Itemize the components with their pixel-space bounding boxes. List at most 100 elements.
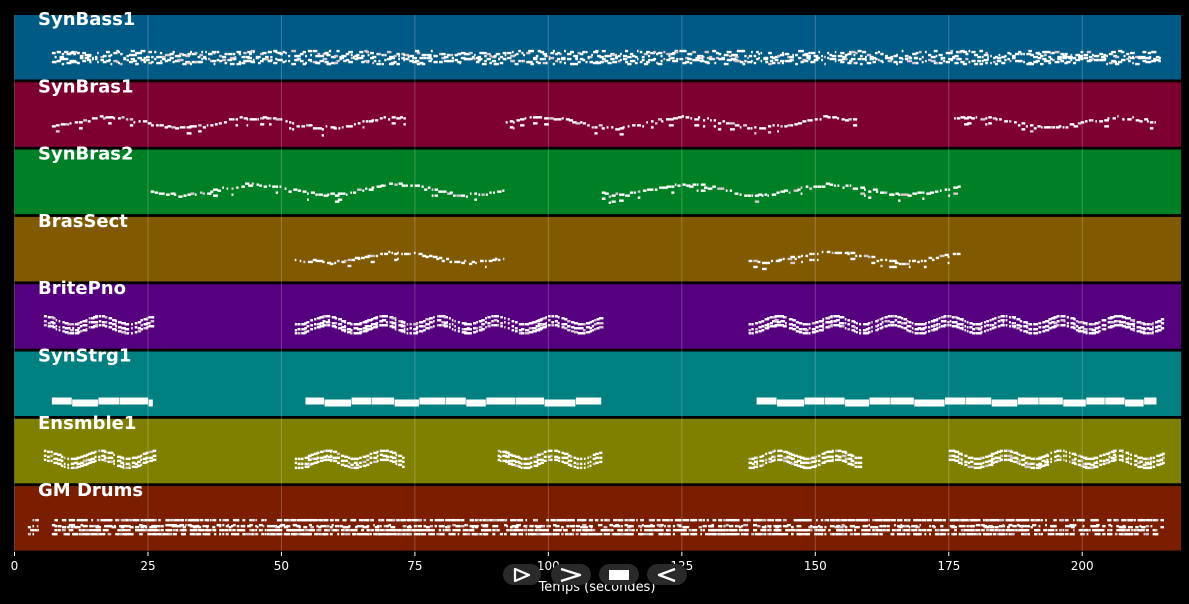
- note: [998, 53, 1001, 57]
- note: [895, 528, 898, 532]
- note: [881, 321, 884, 324]
- note: [639, 60, 643, 64]
- note: [394, 324, 397, 327]
- note: [1128, 59, 1131, 63]
- note: [341, 326, 347, 329]
- note: [546, 524, 550, 528]
- note: [70, 457, 75, 461]
- note: [296, 57, 301, 61]
- note: [981, 528, 985, 532]
- note: [74, 50, 78, 54]
- note: [510, 518, 513, 522]
- note: [251, 532, 255, 536]
- note: [441, 315, 446, 318]
- note: [425, 528, 430, 532]
- note: [294, 329, 298, 332]
- note: [886, 524, 890, 528]
- note: [782, 257, 785, 261]
- note: [525, 525, 528, 529]
- note: [849, 59, 853, 63]
- note: [478, 320, 483, 323]
- note: [1084, 457, 1088, 461]
- note: [140, 454, 143, 458]
- note: [280, 118, 283, 121]
- note: [391, 116, 396, 119]
- note: [580, 466, 583, 470]
- note: [398, 57, 400, 61]
- note: [1150, 518, 1153, 522]
- note: [792, 328, 796, 331]
- note: [262, 51, 267, 55]
- note: [1085, 332, 1088, 335]
- note: [712, 518, 717, 522]
- note: [610, 57, 615, 61]
- note: [947, 51, 953, 55]
- note: [908, 259, 911, 263]
- note: [359, 322, 363, 325]
- track-lane: [14, 149, 1181, 215]
- note: [412, 56, 418, 60]
- note: [1145, 60, 1151, 64]
- note: [824, 55, 826, 59]
- note: [697, 56, 702, 60]
- note: [709, 55, 713, 59]
- note: [841, 459, 847, 463]
- note: [394, 319, 397, 322]
- note: [658, 532, 663, 536]
- note: [871, 326, 873, 329]
- note: [935, 61, 938, 65]
- note: [1026, 532, 1030, 536]
- note: [248, 184, 254, 187]
- note: [938, 317, 941, 320]
- note: [1049, 528, 1055, 532]
- note: [847, 319, 851, 322]
- note: [63, 525, 67, 529]
- note: [380, 252, 383, 256]
- note: [865, 323, 869, 326]
- note: [550, 51, 555, 55]
- note: [98, 397, 120, 405]
- note: [990, 457, 995, 461]
- note: [764, 324, 769, 327]
- note: [364, 49, 368, 53]
- note: [906, 524, 910, 528]
- note: [294, 323, 298, 326]
- note: [1026, 331, 1029, 334]
- note: [1140, 327, 1146, 330]
- note: [164, 53, 169, 57]
- note: [1047, 532, 1052, 536]
- note: [502, 459, 508, 463]
- note: [355, 457, 359, 461]
- note: [172, 60, 175, 64]
- note: [324, 532, 329, 536]
- note: [1073, 528, 1075, 532]
- note: [353, 327, 359, 330]
- note: [972, 323, 976, 326]
- back-button[interactable]: [647, 564, 687, 585]
- note: [518, 329, 523, 332]
- note: [372, 55, 375, 59]
- note: [1144, 466, 1150, 470]
- note: [879, 318, 883, 321]
- note: [773, 458, 776, 462]
- note: [912, 192, 918, 195]
- note: [1058, 125, 1062, 128]
- forward-button[interactable]: [551, 564, 591, 585]
- note: [865, 328, 869, 331]
- note: [928, 58, 932, 62]
- note: [585, 50, 588, 54]
- note: [929, 528, 931, 532]
- stop-button[interactable]: [599, 564, 639, 585]
- note: [90, 451, 96, 455]
- note: [601, 127, 605, 130]
- note: [630, 532, 634, 536]
- note: [1014, 121, 1017, 124]
- note: [676, 50, 679, 54]
- note: [502, 189, 505, 192]
- note: [375, 254, 378, 258]
- play-outline-button[interactable]: [503, 564, 541, 585]
- note: [51, 397, 72, 405]
- note: [930, 329, 936, 332]
- note: [134, 326, 138, 329]
- note: [966, 330, 969, 333]
